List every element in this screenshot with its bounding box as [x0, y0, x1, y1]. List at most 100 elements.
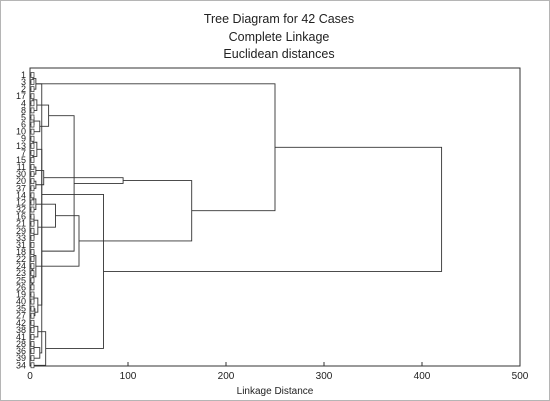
leaf-label: 32 — [16, 205, 26, 215]
dendrogram-link — [31, 269, 34, 285]
leaf-label: 23 — [16, 268, 26, 278]
dendrogram-link — [35, 83, 276, 212]
leaf-stub — [30, 192, 35, 199]
x-tick-label: 0 — [27, 371, 33, 382]
leaf-label: 15 — [16, 155, 26, 165]
leaf-label: 16 — [16, 212, 26, 222]
leaf-label: 3 — [21, 77, 26, 87]
leaf-stub — [30, 107, 35, 114]
leaf-label: 33 — [16, 233, 26, 243]
x-tick-label: 400 — [414, 371, 431, 382]
dendrogram-tree — [30, 72, 443, 369]
dendrogram-link — [35, 83, 43, 306]
leaf-stub — [30, 242, 35, 248]
leaf-stub — [30, 213, 35, 220]
dendrogram-link — [103, 146, 443, 272]
leaf-stub — [30, 121, 35, 128]
leaf-label: 35 — [16, 304, 26, 314]
leaf-label: 13 — [16, 141, 26, 151]
chart-subtitle-distance: Euclidean distances — [223, 47, 334, 61]
leaf-stub — [30, 142, 35, 149]
chart-subtitle-linkage: Complete Linkage — [229, 30, 330, 44]
leaf-label: 41 — [16, 332, 26, 342]
leaf-stub — [30, 263, 35, 270]
leaf-label: 21 — [16, 219, 26, 229]
leaf-label: 30 — [16, 169, 26, 179]
leaf-label: 7 — [21, 148, 26, 158]
leaf-label: 29 — [16, 226, 26, 236]
leaf-stub — [30, 150, 35, 156]
leaf-label: 19 — [16, 289, 26, 299]
leaf-stub — [30, 362, 35, 369]
leaf-label: 27 — [16, 311, 26, 321]
leaf-stub — [30, 86, 35, 93]
leaf-stub — [30, 114, 35, 121]
leaf-label: 4 — [21, 98, 26, 108]
x-tick-label: 100 — [120, 371, 137, 382]
leaf-label: 39 — [16, 353, 26, 363]
leaf-label: 12 — [16, 197, 26, 207]
leaf-stub — [30, 270, 35, 277]
leaf-label: 25 — [16, 275, 26, 285]
leaf-stub — [30, 227, 35, 234]
leaf-stub — [30, 298, 35, 305]
leaf-stub — [30, 93, 35, 100]
leaf-label: 1 — [21, 70, 26, 80]
leaf-stub — [30, 178, 35, 185]
leaf-label: 31 — [16, 240, 26, 250]
leaf-stub — [30, 206, 35, 213]
dendrogram-link — [36, 104, 50, 127]
leaf-stub — [30, 348, 35, 354]
dendrogram-link — [35, 203, 56, 228]
dendrogram-link — [79, 180, 193, 242]
leaf-label: 20 — [16, 176, 26, 186]
leaf-stub — [30, 185, 35, 192]
leaf-stub — [30, 157, 35, 163]
leaf-stub — [30, 249, 35, 255]
dendrogram-link — [43, 177, 124, 184]
leaf-stub — [30, 234, 35, 241]
x-tick-label: 300 — [316, 371, 333, 382]
leaf-label: 11 — [17, 162, 26, 172]
leaf-stub — [30, 341, 35, 347]
leaf-stub — [30, 135, 35, 142]
leaf-stub — [30, 100, 35, 107]
x-axis: 0 100 200 300 400 500 — [27, 362, 529, 382]
leaf-label: 9 — [21, 134, 26, 144]
leaf-label: 26 — [16, 282, 26, 292]
dendrogram-link — [41, 115, 75, 252]
leaf-stub — [30, 319, 35, 326]
leaf-label: 5 — [21, 112, 26, 122]
leaf-label: 10 — [16, 127, 26, 137]
dendrogram-link — [41, 194, 104, 349]
dendrogram-link — [33, 219, 39, 235]
chart-title: Tree Diagram for 42 Cases — [204, 12, 354, 26]
leaf-labels: 1321748561091371511302037141232162129333… — [16, 70, 26, 370]
leaf-label: 38 — [16, 325, 26, 335]
leaf-label: 34 — [16, 360, 26, 370]
leaf-stub — [30, 128, 35, 135]
x-tick-label: 500 — [512, 371, 529, 382]
leaf-label: 8 — [21, 105, 26, 115]
leaf-label: 40 — [16, 297, 26, 307]
leaf-stub — [30, 355, 35, 362]
leaf-stub — [30, 256, 35, 262]
leaf-label: 28 — [16, 339, 26, 349]
leaf-label: 37 — [16, 183, 26, 193]
leaf-label: 17 — [16, 91, 26, 101]
x-tick-label: 200 — [218, 371, 235, 382]
leaf-label: 14 — [16, 190, 26, 200]
leaf-label: 6 — [21, 120, 26, 130]
leaf-stub — [30, 327, 35, 333]
leaf-stub — [30, 312, 35, 319]
dendrogram-link — [36, 148, 43, 354]
dendrogram-link — [35, 215, 80, 267]
leaf-stub — [30, 72, 35, 78]
leaf-stub — [30, 284, 35, 291]
leaf-stub — [30, 334, 35, 340]
leaf-label: 18 — [16, 247, 26, 257]
leaf-stub — [30, 220, 35, 227]
leaf-label: 2 — [21, 84, 26, 94]
